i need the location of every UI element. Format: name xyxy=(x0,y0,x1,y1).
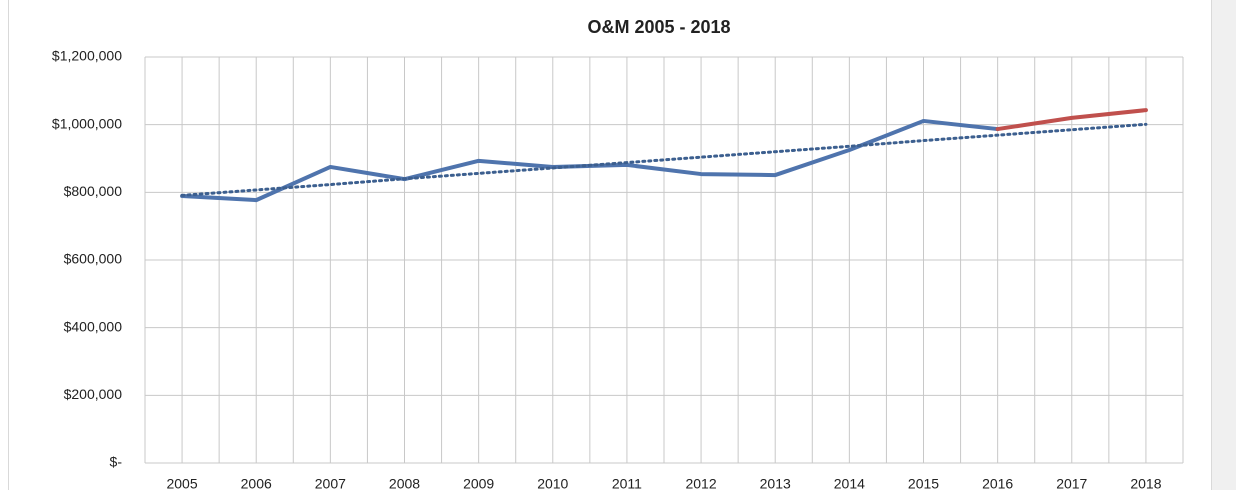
x-tick-label: 2007 xyxy=(315,476,346,490)
y-tick-label: $800,000 xyxy=(64,183,123,199)
x-tick-label: 2009 xyxy=(463,476,494,490)
y-tick-label: $400,000 xyxy=(64,318,123,334)
x-tick-label: 2013 xyxy=(760,476,791,490)
x-tick-label: 2008 xyxy=(389,476,420,490)
y-tick-label: $- xyxy=(110,454,123,470)
x-tick-label: 2015 xyxy=(908,476,939,490)
y-tick-label: $1,000,000 xyxy=(52,115,122,131)
x-tick-label: 2018 xyxy=(1130,476,1161,490)
x-tick-label: 2014 xyxy=(834,476,865,490)
trend-line xyxy=(180,122,1148,197)
x-tick-label: 2017 xyxy=(1056,476,1087,490)
data-line xyxy=(995,108,1148,132)
y-tick-label: $600,000 xyxy=(64,251,123,267)
x-tick-label: 2005 xyxy=(166,476,197,490)
x-tick-label: 2010 xyxy=(537,476,568,490)
x-tick-label: 2016 xyxy=(982,476,1013,490)
x-tick-label: 2006 xyxy=(241,476,272,490)
y-tick-label: $1,200,000 xyxy=(52,48,122,64)
chart-title: O&M 2005 - 2018 xyxy=(587,17,730,37)
side-strip xyxy=(1212,0,1236,490)
x-tick-label: 2011 xyxy=(612,476,642,490)
y-tick-label: $200,000 xyxy=(64,386,123,402)
x-tick-label: 2012 xyxy=(685,476,716,490)
